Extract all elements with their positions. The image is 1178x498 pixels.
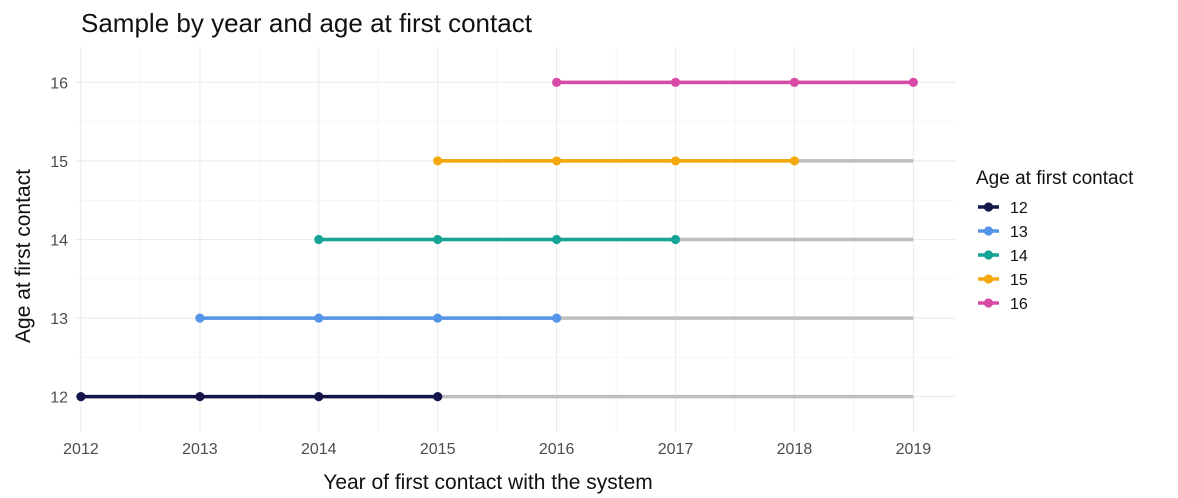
data-point bbox=[908, 77, 918, 87]
x-axis-title: Year of first contact with the system bbox=[323, 471, 653, 494]
data-point bbox=[195, 392, 205, 402]
legend: Age at first contact 12 13 14 15 16 bbox=[976, 168, 1134, 313]
y-tick-label: 13 bbox=[50, 311, 68, 328]
data-point bbox=[314, 313, 324, 323]
data-point bbox=[433, 313, 443, 323]
legend-item: 13 bbox=[978, 224, 1028, 241]
y-axis-ticks: 12 13 14 15 16 bbox=[50, 75, 68, 406]
legend-item: 15 bbox=[978, 272, 1028, 289]
y-tick-label: 15 bbox=[50, 154, 68, 171]
x-tick-label: 2018 bbox=[777, 441, 813, 458]
x-tick-label: 2019 bbox=[896, 441, 932, 458]
data-point bbox=[433, 156, 443, 166]
series-15 bbox=[433, 156, 800, 166]
data-point bbox=[433, 392, 443, 402]
series-13 bbox=[195, 313, 562, 323]
y-tick-label: 12 bbox=[50, 390, 68, 407]
data-point bbox=[670, 77, 681, 87]
data-point bbox=[314, 392, 324, 402]
legend-item: 12 bbox=[978, 200, 1028, 217]
chart-title: Sample by year and age at first contact bbox=[81, 8, 533, 38]
x-tick-label: 2014 bbox=[301, 441, 337, 458]
data-point bbox=[552, 313, 562, 323]
data-point bbox=[789, 77, 800, 87]
x-tick-label: 2017 bbox=[658, 441, 694, 458]
data-point bbox=[789, 156, 800, 166]
legend-key-point bbox=[983, 298, 994, 308]
legend-label: 14 bbox=[1010, 248, 1028, 265]
data-point bbox=[76, 392, 86, 402]
series-16 bbox=[552, 77, 918, 87]
x-tick-label: 2016 bbox=[539, 441, 575, 458]
legend-key-point bbox=[983, 250, 994, 260]
legend-label: 12 bbox=[1010, 200, 1028, 217]
data-point bbox=[433, 234, 443, 245]
legend-item: 16 bbox=[978, 296, 1028, 313]
y-tick-label: 16 bbox=[50, 75, 68, 92]
legend-key-point bbox=[983, 202, 994, 212]
x-tick-label: 2013 bbox=[182, 441, 218, 458]
legend-label: 13 bbox=[1010, 224, 1028, 241]
legend-title: Age at first contact bbox=[976, 168, 1134, 189]
series-14 bbox=[314, 234, 681, 245]
data-point bbox=[670, 156, 681, 166]
series-12 bbox=[76, 392, 443, 402]
legend-key-point bbox=[983, 226, 994, 236]
data-point bbox=[552, 234, 562, 245]
data-point bbox=[552, 77, 562, 87]
x-axis-ticks: 2012 2013 2014 2015 2016 2017 2018 2019 bbox=[63, 441, 931, 458]
y-axis-title: Age at first contact bbox=[12, 169, 35, 343]
legend-label: 15 bbox=[1010, 272, 1028, 289]
data-point bbox=[195, 313, 205, 323]
y-tick-label: 14 bbox=[50, 233, 68, 250]
legend-label: 16 bbox=[1010, 296, 1028, 313]
x-tick-label: 2015 bbox=[420, 441, 456, 458]
data-point bbox=[670, 234, 681, 245]
legend-key-point bbox=[983, 274, 994, 284]
data-point bbox=[552, 156, 562, 166]
data-point bbox=[314, 234, 324, 245]
legend-item: 14 bbox=[978, 248, 1028, 265]
series-group bbox=[76, 77, 918, 402]
x-tick-label: 2012 bbox=[63, 441, 99, 458]
